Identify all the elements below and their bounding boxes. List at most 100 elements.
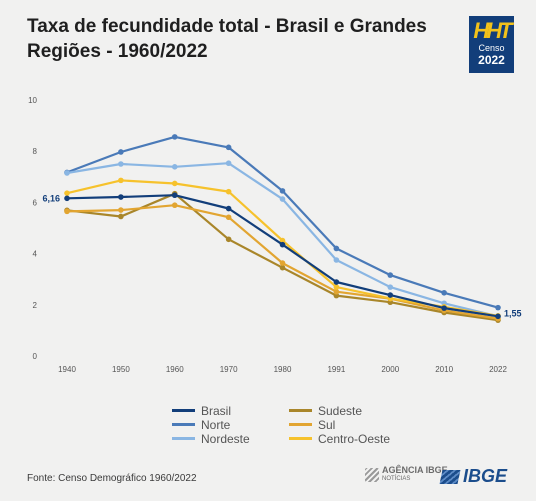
legend-label: Centro-Oeste — [318, 431, 391, 446]
legend-label: Sudeste — [318, 403, 363, 418]
data-point — [118, 161, 124, 167]
y-tick-label: 8 — [33, 147, 38, 156]
data-point — [171, 192, 178, 199]
data-point — [171, 134, 178, 140]
data-point — [279, 237, 286, 244]
data-point — [441, 289, 447, 296]
y-tick-label: 10 — [28, 96, 37, 105]
agencia-ibge-logo: AGÊNCIA IBGE NOTÍCIAS — [365, 466, 448, 484]
series-line — [66, 194, 499, 318]
legend-item: Nordeste — [172, 431, 285, 446]
legend-item: Sudeste — [289, 403, 402, 418]
x-tick-label: 2022 — [489, 365, 507, 374]
legend-label: Nordeste — [201, 431, 250, 446]
data-point — [118, 194, 124, 200]
data-point — [225, 160, 232, 167]
censo-logo-word: Censo — [478, 43, 505, 53]
x-tick-label: 1970 — [220, 365, 238, 374]
legend-swatch — [172, 409, 195, 412]
y-tick-label: 0 — [33, 352, 38, 361]
data-label: 6,16 — [42, 193, 60, 203]
x-tick-label: 1940 — [58, 365, 76, 374]
data-point — [279, 264, 286, 271]
y-tick-label: 6 — [33, 198, 38, 207]
legend-swatch — [172, 437, 195, 440]
data-point — [279, 196, 286, 202]
data-point — [225, 236, 232, 243]
legend-swatch — [289, 423, 312, 426]
legend-item: Brasil — [172, 403, 285, 418]
y-tick-label: 4 — [33, 250, 38, 259]
series-brasil — [64, 192, 501, 320]
data-point — [333, 292, 340, 299]
data-point — [118, 207, 124, 213]
data-label: 1,55 — [504, 308, 522, 318]
x-tick-label: 1960 — [166, 365, 184, 374]
data-point — [225, 144, 232, 151]
ibge-flag-icon — [439, 469, 461, 484]
data-point — [64, 195, 70, 202]
y-axis: 0 2 4 6 8 10 — [28, 96, 37, 361]
legend-item: Centro-Oeste — [289, 431, 402, 446]
data-point — [495, 313, 501, 320]
series-line — [66, 135, 499, 309]
x-tick-label: 1991 — [327, 365, 345, 374]
ibge-logo: IBGE — [439, 466, 508, 487]
data-point — [64, 190, 70, 196]
data-point — [333, 257, 340, 263]
series-norte — [64, 134, 501, 311]
data-point — [279, 241, 286, 248]
data-point — [495, 304, 501, 311]
series-sul — [64, 202, 501, 322]
data-point — [333, 279, 340, 285]
data-point — [225, 205, 232, 212]
legend-label: Brasil — [201, 403, 232, 418]
data-point — [118, 177, 124, 184]
data-point — [171, 180, 178, 187]
x-tick-label: 1950 — [112, 365, 130, 374]
censo-tally-mark: HHT — [473, 18, 512, 43]
series-line — [66, 192, 499, 322]
legend-label: Sul — [318, 417, 336, 432]
x-tick-label: 2000 — [381, 365, 399, 374]
data-point — [118, 149, 124, 155]
y-tick-label: 2 — [33, 301, 38, 310]
chart-legend: Brasil Sudeste Norte Sul Nordeste Centro-Oest… — [172, 403, 402, 446]
legend-swatch — [289, 409, 312, 412]
data-point — [279, 260, 286, 266]
censo-logo-year: 2022 — [478, 53, 505, 67]
data-point — [441, 305, 447, 311]
legend-item: Sul — [289, 417, 402, 432]
data-point — [118, 213, 124, 220]
censo-2022-logo: HHT Censo 2022 — [469, 16, 514, 73]
agencia-name: AGÊNCIA IBGE — [382, 465, 448, 475]
legend-label: Norte — [201, 417, 231, 432]
x-tick-label: 2010 — [435, 365, 453, 374]
data-point — [333, 284, 340, 290]
data-point — [387, 292, 394, 298]
agencia-sub: NOTÍCIAS — [382, 476, 411, 482]
data-point — [171, 164, 178, 170]
series-sudeste — [64, 190, 501, 323]
series-layer — [64, 134, 501, 323]
data-point — [225, 214, 232, 221]
legend-swatch — [172, 423, 195, 426]
data-point — [64, 170, 70, 176]
ibge-logo-text: IBGE — [463, 466, 508, 486]
line-chart: 0 2 4 6 8 10 1940 1950 1960 1970 1980 1991 2000 2010… — [28, 96, 522, 374]
data-point — [279, 188, 286, 194]
data-point — [64, 208, 70, 215]
legend-swatch — [289, 437, 312, 440]
data-point — [333, 245, 340, 252]
source-note: Fonte: Censo Demográfico 1960/2022 — [27, 473, 197, 484]
data-point — [171, 202, 178, 209]
data-point — [225, 188, 232, 195]
legend-item: Norte — [172, 417, 285, 432]
data-point — [333, 288, 340, 295]
agencia-mark-icon — [365, 468, 379, 482]
x-axis: 1940 1950 1960 1970 1980 1991 2000 2010 2022 — [58, 365, 507, 374]
chart-title: Taxa de fecundidade total - Brasil e Gra… — [27, 16, 427, 62]
data-point — [387, 284, 394, 290]
x-tick-label: 1980 — [274, 365, 292, 374]
data-point — [387, 272, 394, 278]
